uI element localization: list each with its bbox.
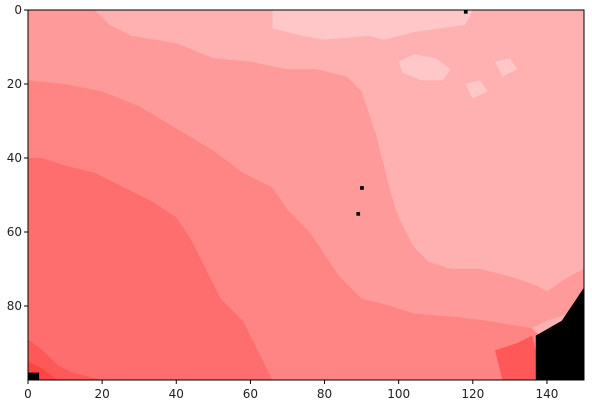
heatmap-region-no-data-12	[28, 372, 40, 380]
heatmap-region-no-data-13	[463, 10, 468, 14]
heatmap-regions	[28, 10, 584, 380]
x-tick-label: 100	[387, 387, 410, 401]
heatmap-region-level-1-3	[495, 58, 518, 77]
x-tick-label: 140	[535, 387, 558, 401]
x-tick-label: 40	[169, 387, 184, 401]
y-tick-label: 40	[7, 151, 22, 165]
x-tick-label: 20	[94, 387, 109, 401]
heatmap-region-level-6-9	[495, 335, 540, 380]
heatmap-region-level-5-7	[28, 158, 273, 380]
heatmap-region-level-3-4	[28, 10, 584, 329]
heatmap-region-level-1-2	[465, 80, 488, 99]
heatmap-region-no-data-11	[535, 287, 584, 380]
heatmap-region-no-data-14	[360, 186, 364, 190]
y-tick-label: 80	[7, 299, 22, 313]
x-axis: 0 20 40 60 80 100 120 140	[24, 380, 558, 401]
plot-frame	[27, 9, 585, 381]
heatmap-region-level-1-1	[398, 54, 451, 81]
heatmap-region-level-4-6	[420, 350, 495, 380]
x-tick-label: 120	[461, 387, 484, 401]
x-tick-label: 0	[24, 387, 32, 401]
heatmap-region-level-1-0	[272, 10, 473, 40]
y-tick-label: 60	[7, 225, 22, 239]
y-tick-label: 20	[7, 77, 22, 91]
y-tick-label: 0	[14, 3, 22, 17]
heatmap-region-no-data-15	[356, 212, 361, 216]
x-tick-label: 60	[243, 387, 258, 401]
heatmap-region-level-6-8	[28, 339, 103, 380]
x-tick-label: 80	[317, 387, 332, 401]
y-axis: 0 20 40 60 80	[7, 3, 28, 313]
heatmap-region-level-4-5	[28, 80, 540, 380]
